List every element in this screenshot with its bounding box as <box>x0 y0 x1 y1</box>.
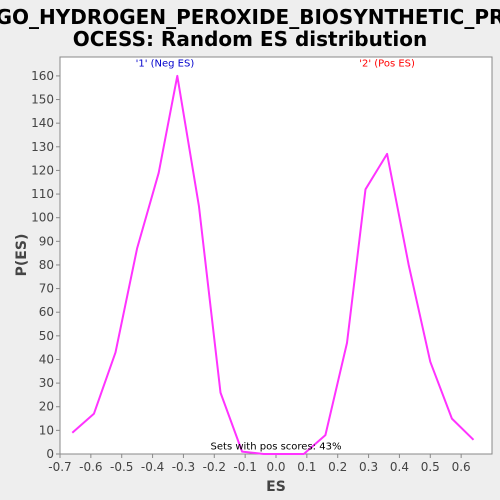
x-tick-label: 0.4 <box>390 460 409 474</box>
chart-title-line-2: OCESS: Random ES distribution <box>73 27 428 51</box>
y-axis: 0 10 20 30 40 50 60 70 80 90 100 110 120 130 140 150 160 <box>31 69 60 461</box>
x-tick-label: 0.0 <box>266 460 285 474</box>
x-tick-label: -0.6 <box>79 460 102 474</box>
y-axis-label: P(ES) <box>14 234 30 277</box>
series-layer <box>71 74 475 455</box>
plot-area <box>59 56 493 455</box>
x-tick-label: 0.2 <box>328 460 347 474</box>
y-tick-label: 70 <box>39 282 54 296</box>
annotation-label: '1' (Neg ES) <box>136 58 195 69</box>
x-axis-label: ES <box>266 479 286 495</box>
series-line <box>71 74 475 455</box>
y-tick-label: 90 <box>39 234 54 248</box>
y-tick-label: 20 <box>39 400 54 414</box>
x-tick-label: 0.3 <box>359 460 378 474</box>
y-tick-label: 120 <box>31 163 54 177</box>
annotation-label: '2' (Pos ES) <box>359 58 415 69</box>
y-tick-label: 130 <box>31 140 54 154</box>
annotation-label: Sets with pos scores: 43% <box>211 441 342 452</box>
y-tick-label: 160 <box>31 69 54 83</box>
y-tick-label: 0 <box>46 447 54 461</box>
chart-title-line-1: GO_HYDROGEN_PEROXIDE_BIOSYNTHETIC_PR <box>0 5 500 29</box>
y-tick-label: 100 <box>31 211 54 225</box>
annotation-layer: '1' (Neg ES) '2' (Pos ES) Sets with pos sc… <box>136 58 415 452</box>
x-tick-label: -0.4 <box>141 460 164 474</box>
x-tick-label: -0.1 <box>233 460 256 474</box>
x-tick-label: -0.3 <box>172 460 195 474</box>
y-tick-label: 150 <box>31 93 54 107</box>
x-tick-label: -0.2 <box>203 460 226 474</box>
y-tick-label: 80 <box>39 258 54 272</box>
x-tick-label: 0.6 <box>452 460 471 474</box>
x-tick-label: 0.1 <box>297 460 316 474</box>
y-tick-label: 10 <box>39 423 54 437</box>
x-axis: -0.7 -0.6 -0.5 -0.4 -0.3 -0.2 -0.1 0.0 0.1 0.2 0.3… <box>48 454 471 474</box>
y-tick-label: 110 <box>31 187 54 201</box>
y-tick-label: 50 <box>39 329 54 343</box>
y-tick-label: 30 <box>39 376 54 390</box>
y-tick-label: 140 <box>31 116 54 130</box>
x-tick-label: 0.5 <box>421 460 440 474</box>
y-tick-label: 40 <box>39 352 54 366</box>
y-tick-label: 60 <box>39 305 54 319</box>
x-tick-label: -0.5 <box>110 460 133 474</box>
x-tick-label: -0.7 <box>48 460 71 474</box>
